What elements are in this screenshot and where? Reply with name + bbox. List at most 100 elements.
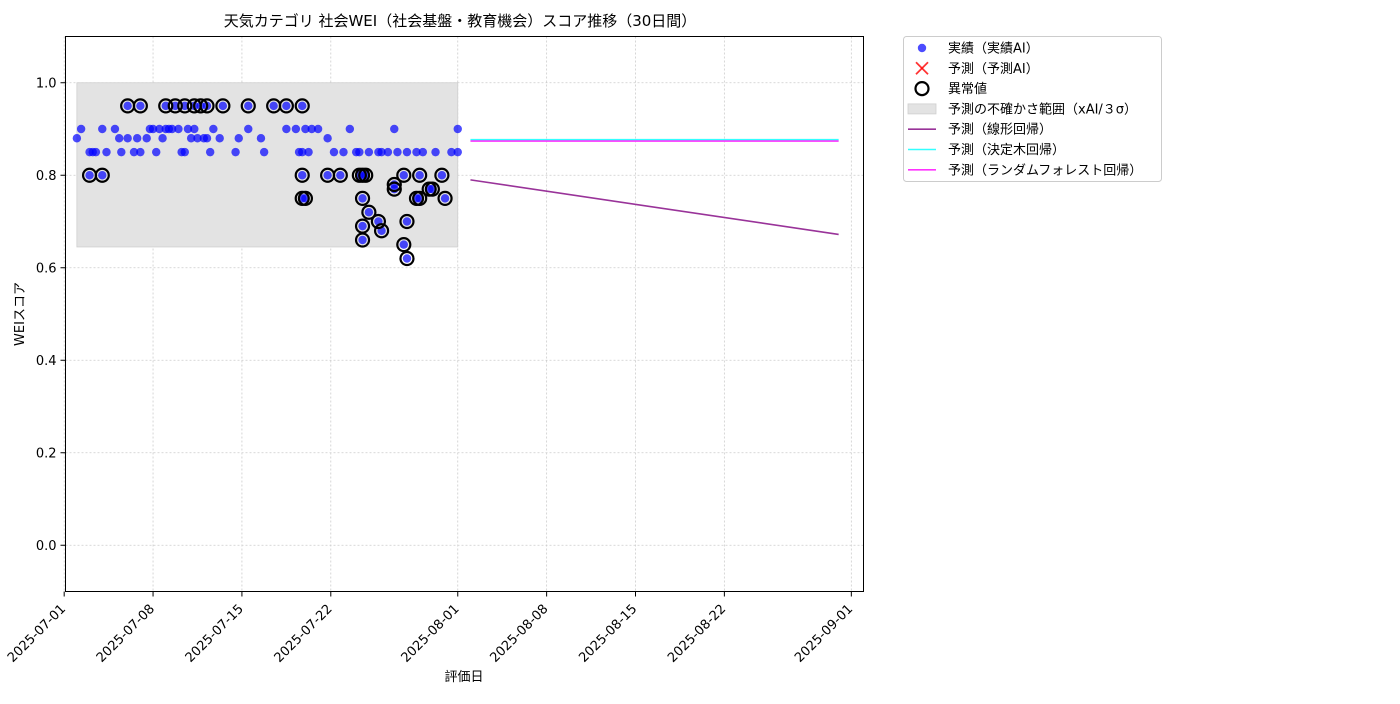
outlier-ring [399,250,415,267]
actual-point [418,147,428,157]
outlier-ring [373,223,390,239]
actual-point [161,101,170,111]
actual-point [76,124,86,134]
actual-point [307,124,316,134]
y-tick-label: 0.0 [36,539,57,554]
actual-point [377,147,386,157]
actual-point [399,240,408,249]
uncertainty-band [76,82,459,248]
chart-title: 天気カテゴリ 社会WEI（社会基盤・教育機会）スコア推移（30日間） [224,12,697,30]
outlier-ring [193,98,209,114]
actual-point [453,124,462,134]
outlier-ring [294,98,310,114]
y-tick-label: 0.6 [36,261,57,276]
legend-label: 実績（実績AI） [948,41,1039,57]
actual-point [282,124,291,134]
actual-point [234,134,243,143]
actual-point [215,134,224,143]
actual-point [91,147,101,157]
actual-point [453,147,462,157]
actual-point [298,147,307,157]
actual-point [148,124,158,134]
actual-point [183,124,193,134]
actual-point [114,134,124,143]
outlier-ring [386,176,402,193]
outlier-ring [294,167,310,183]
legend-label: 異常値 [948,81,987,97]
outlier-ring [297,190,314,206]
actual-point [437,171,447,180]
actual-point [110,124,120,134]
actual-point [202,134,212,143]
actual-point [180,101,189,111]
actual-point [136,147,145,157]
outlier-ring [332,167,348,183]
x-tick-label: 2025-07-15 [183,602,247,666]
outlier-ring [354,232,371,248]
outlier-ring [437,190,453,206]
outlier-ring [158,98,174,114]
actual-point [174,124,183,134]
actual-point [355,147,364,157]
actual-point [313,124,323,134]
actual-point [231,147,240,157]
actual-point [209,124,218,134]
legend-marker-actual [917,43,927,53]
actual-point [158,134,167,143]
y-tick-label: 1.0 [36,76,57,91]
outlier-ring [412,167,428,183]
actual-point [339,147,348,157]
legend-box [903,36,1162,182]
outlier-ring [396,167,412,183]
outlier-ring [396,237,412,253]
outlier-ring [278,98,294,114]
y-tick-label: 0.8 [36,169,57,184]
actual-point [155,124,164,134]
legend-label: 予測（決定木回帰） [948,142,1065,158]
actual-point [440,194,450,203]
actual-point [282,101,291,111]
outlier-ring [424,181,440,197]
y-tick-label: 0.4 [36,354,57,369]
legend-marker-forecast [915,61,929,75]
outlier-ring [215,98,231,114]
x-tick-label: 2025-08-22 [665,602,729,666]
actual-point [171,101,180,111]
outlier-ring [361,204,377,220]
actual-point [269,101,278,111]
legend-label: 予測（線形回帰） [948,122,1052,138]
actual-point [329,147,339,157]
outlier-ring [399,213,415,230]
actual-point [244,124,253,134]
x-tick-label: 2025-07-22 [272,602,336,666]
actual-point [102,147,111,157]
x-tick-label: 2025-08-15 [576,602,640,666]
actual-point [186,134,196,143]
outlier-ring [94,167,110,183]
actual-point [136,101,145,111]
actual-point [412,147,421,157]
legend-label: 予測（予測AI） [948,62,1039,77]
prediction-line [470,179,839,236]
actual-point [142,134,151,143]
legend-marker-band [907,103,937,115]
actual-point [399,171,408,180]
y-axis-label: WEIスコア [13,282,28,346]
actual-point [123,101,132,111]
outlier-ring [240,98,256,114]
actual-point [98,171,107,180]
outlier-ring [132,98,148,114]
plot-frame [65,36,864,592]
outlier-ring [354,190,371,206]
actual-point [364,147,374,157]
y-tick-label: 0.2 [36,446,57,461]
actual-point [167,124,177,134]
actual-point [152,147,161,157]
actual-point [358,194,367,203]
actual-point [390,124,399,134]
actual-point [383,147,393,157]
actual-point [256,134,266,143]
legend-marker-outlier [914,80,930,97]
